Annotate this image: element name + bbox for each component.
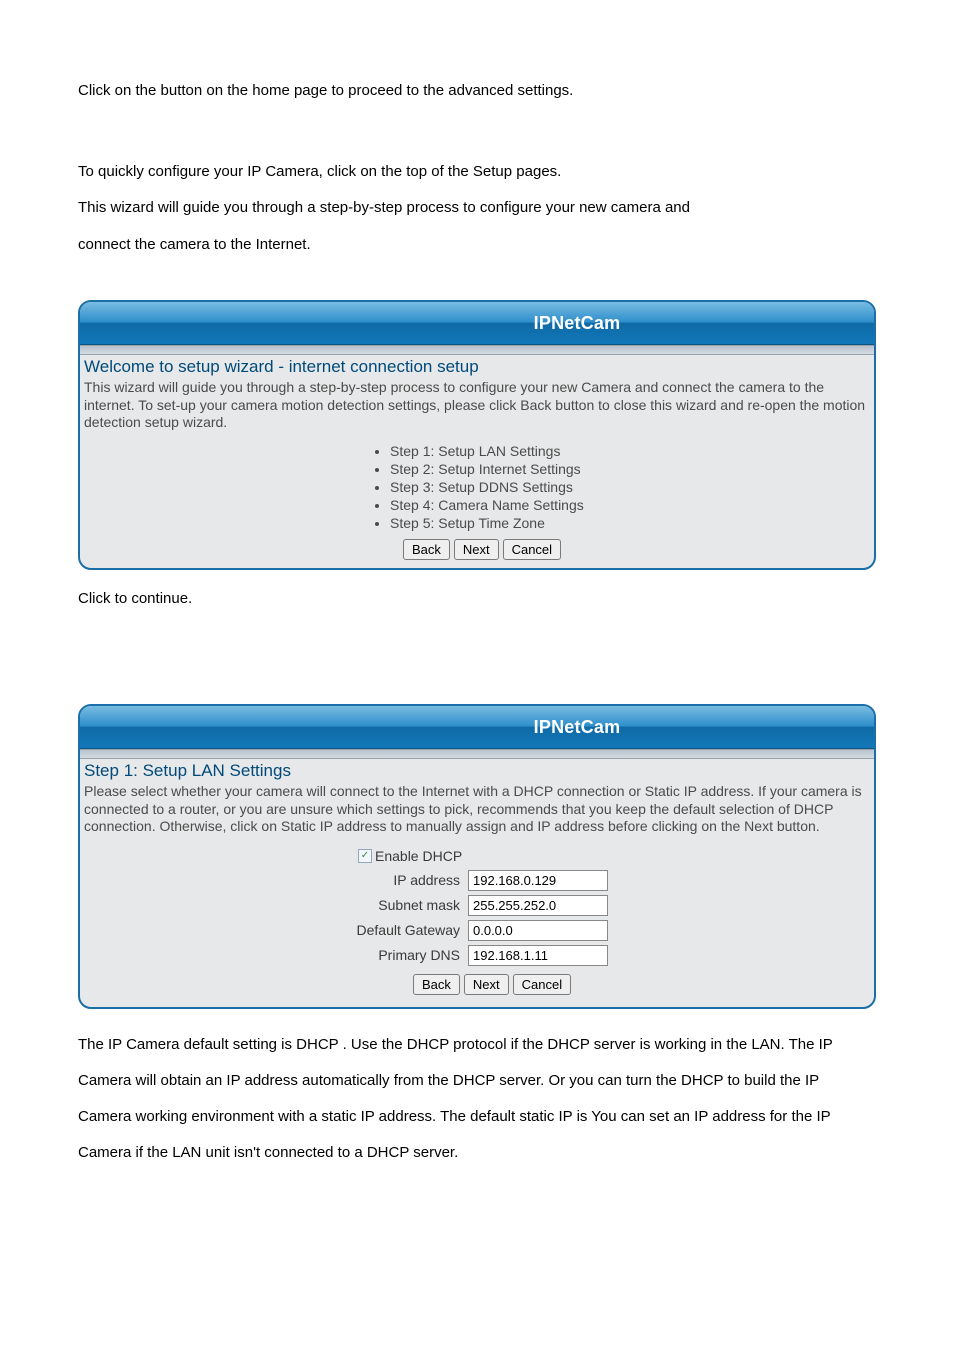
wizard-step-item: Step 1: Setup LAN Settings xyxy=(390,442,874,460)
brand-title: IPNetCam xyxy=(334,313,621,334)
wizard-step-item: Step 2: Setup Internet Settings xyxy=(390,460,874,478)
lan-button-row: Back Next Cancel xyxy=(413,970,874,1003)
wizard-step-item: Step 4: Camera Name Settings xyxy=(390,496,874,514)
wizard-step-item: Step 3: Setup DDNS Settings xyxy=(390,478,874,496)
back-button[interactable]: Back xyxy=(403,539,450,560)
next-button[interactable]: Next xyxy=(454,539,499,560)
enable-dhcp-checkbox[interactable]: ✓ xyxy=(358,849,372,863)
intro-line-2: To quickly configure your IP Camera, cli… xyxy=(78,161,876,184)
wizard-step-item: Step 5: Setup Time Zone xyxy=(390,514,874,532)
cancel-button[interactable]: Cancel xyxy=(513,974,571,995)
back-button[interactable]: Back xyxy=(413,974,460,995)
lan-settings-panel: IPNetCam Step 1: Setup LAN Settings Plea… xyxy=(78,704,876,1009)
intro-line-1: Click on the button on the home page to … xyxy=(78,80,876,103)
cancel-button[interactable]: Cancel xyxy=(503,539,561,560)
subnet-mask-label: Subnet mask xyxy=(80,897,468,913)
ip-address-input[interactable] xyxy=(468,870,608,891)
click-next-text: Click to continue. xyxy=(78,588,876,611)
lan-subtitle: Step 1: Setup LAN Settings xyxy=(80,759,874,783)
enable-dhcp-label: Enable DHCP xyxy=(375,848,462,864)
panel-separator xyxy=(80,345,874,355)
intro-line-4: connect the camera to the Internet. xyxy=(78,234,876,257)
wizard-subtitle: Welcome to setup wizard - internet conne… xyxy=(80,355,874,379)
primary-dns-input[interactable] xyxy=(468,945,608,966)
lan-body-text: Please select whether your camera will c… xyxy=(80,783,874,840)
default-gateway-input[interactable] xyxy=(468,920,608,941)
dhcp-explain-text: The IP Camera default setting is DHCP . … xyxy=(78,1027,876,1171)
ip-address-label: IP address xyxy=(80,872,468,888)
wizard-welcome-panel: IPNetCam Welcome to setup wizard - inter… xyxy=(78,300,876,570)
next-button[interactable]: Next xyxy=(464,974,509,995)
wizard-steps-list: Step 1: Setup LAN Settings Step 2: Setup… xyxy=(80,442,874,532)
subnet-mask-input[interactable] xyxy=(468,895,608,916)
wizard-button-row: Back Next Cancel xyxy=(90,536,874,568)
wizard-body-text: This wizard will guide you through a ste… xyxy=(80,379,874,436)
primary-dns-label: Primary DNS xyxy=(80,947,468,963)
intro-line-3: This wizard will guide you through a ste… xyxy=(78,197,876,220)
brand-title: IPNetCam xyxy=(334,717,621,738)
default-gateway-label: Default Gateway xyxy=(80,922,468,938)
panel-titlebar: IPNetCam xyxy=(80,302,874,345)
panel-titlebar: IPNetCam xyxy=(80,706,874,749)
panel-separator xyxy=(80,749,874,759)
